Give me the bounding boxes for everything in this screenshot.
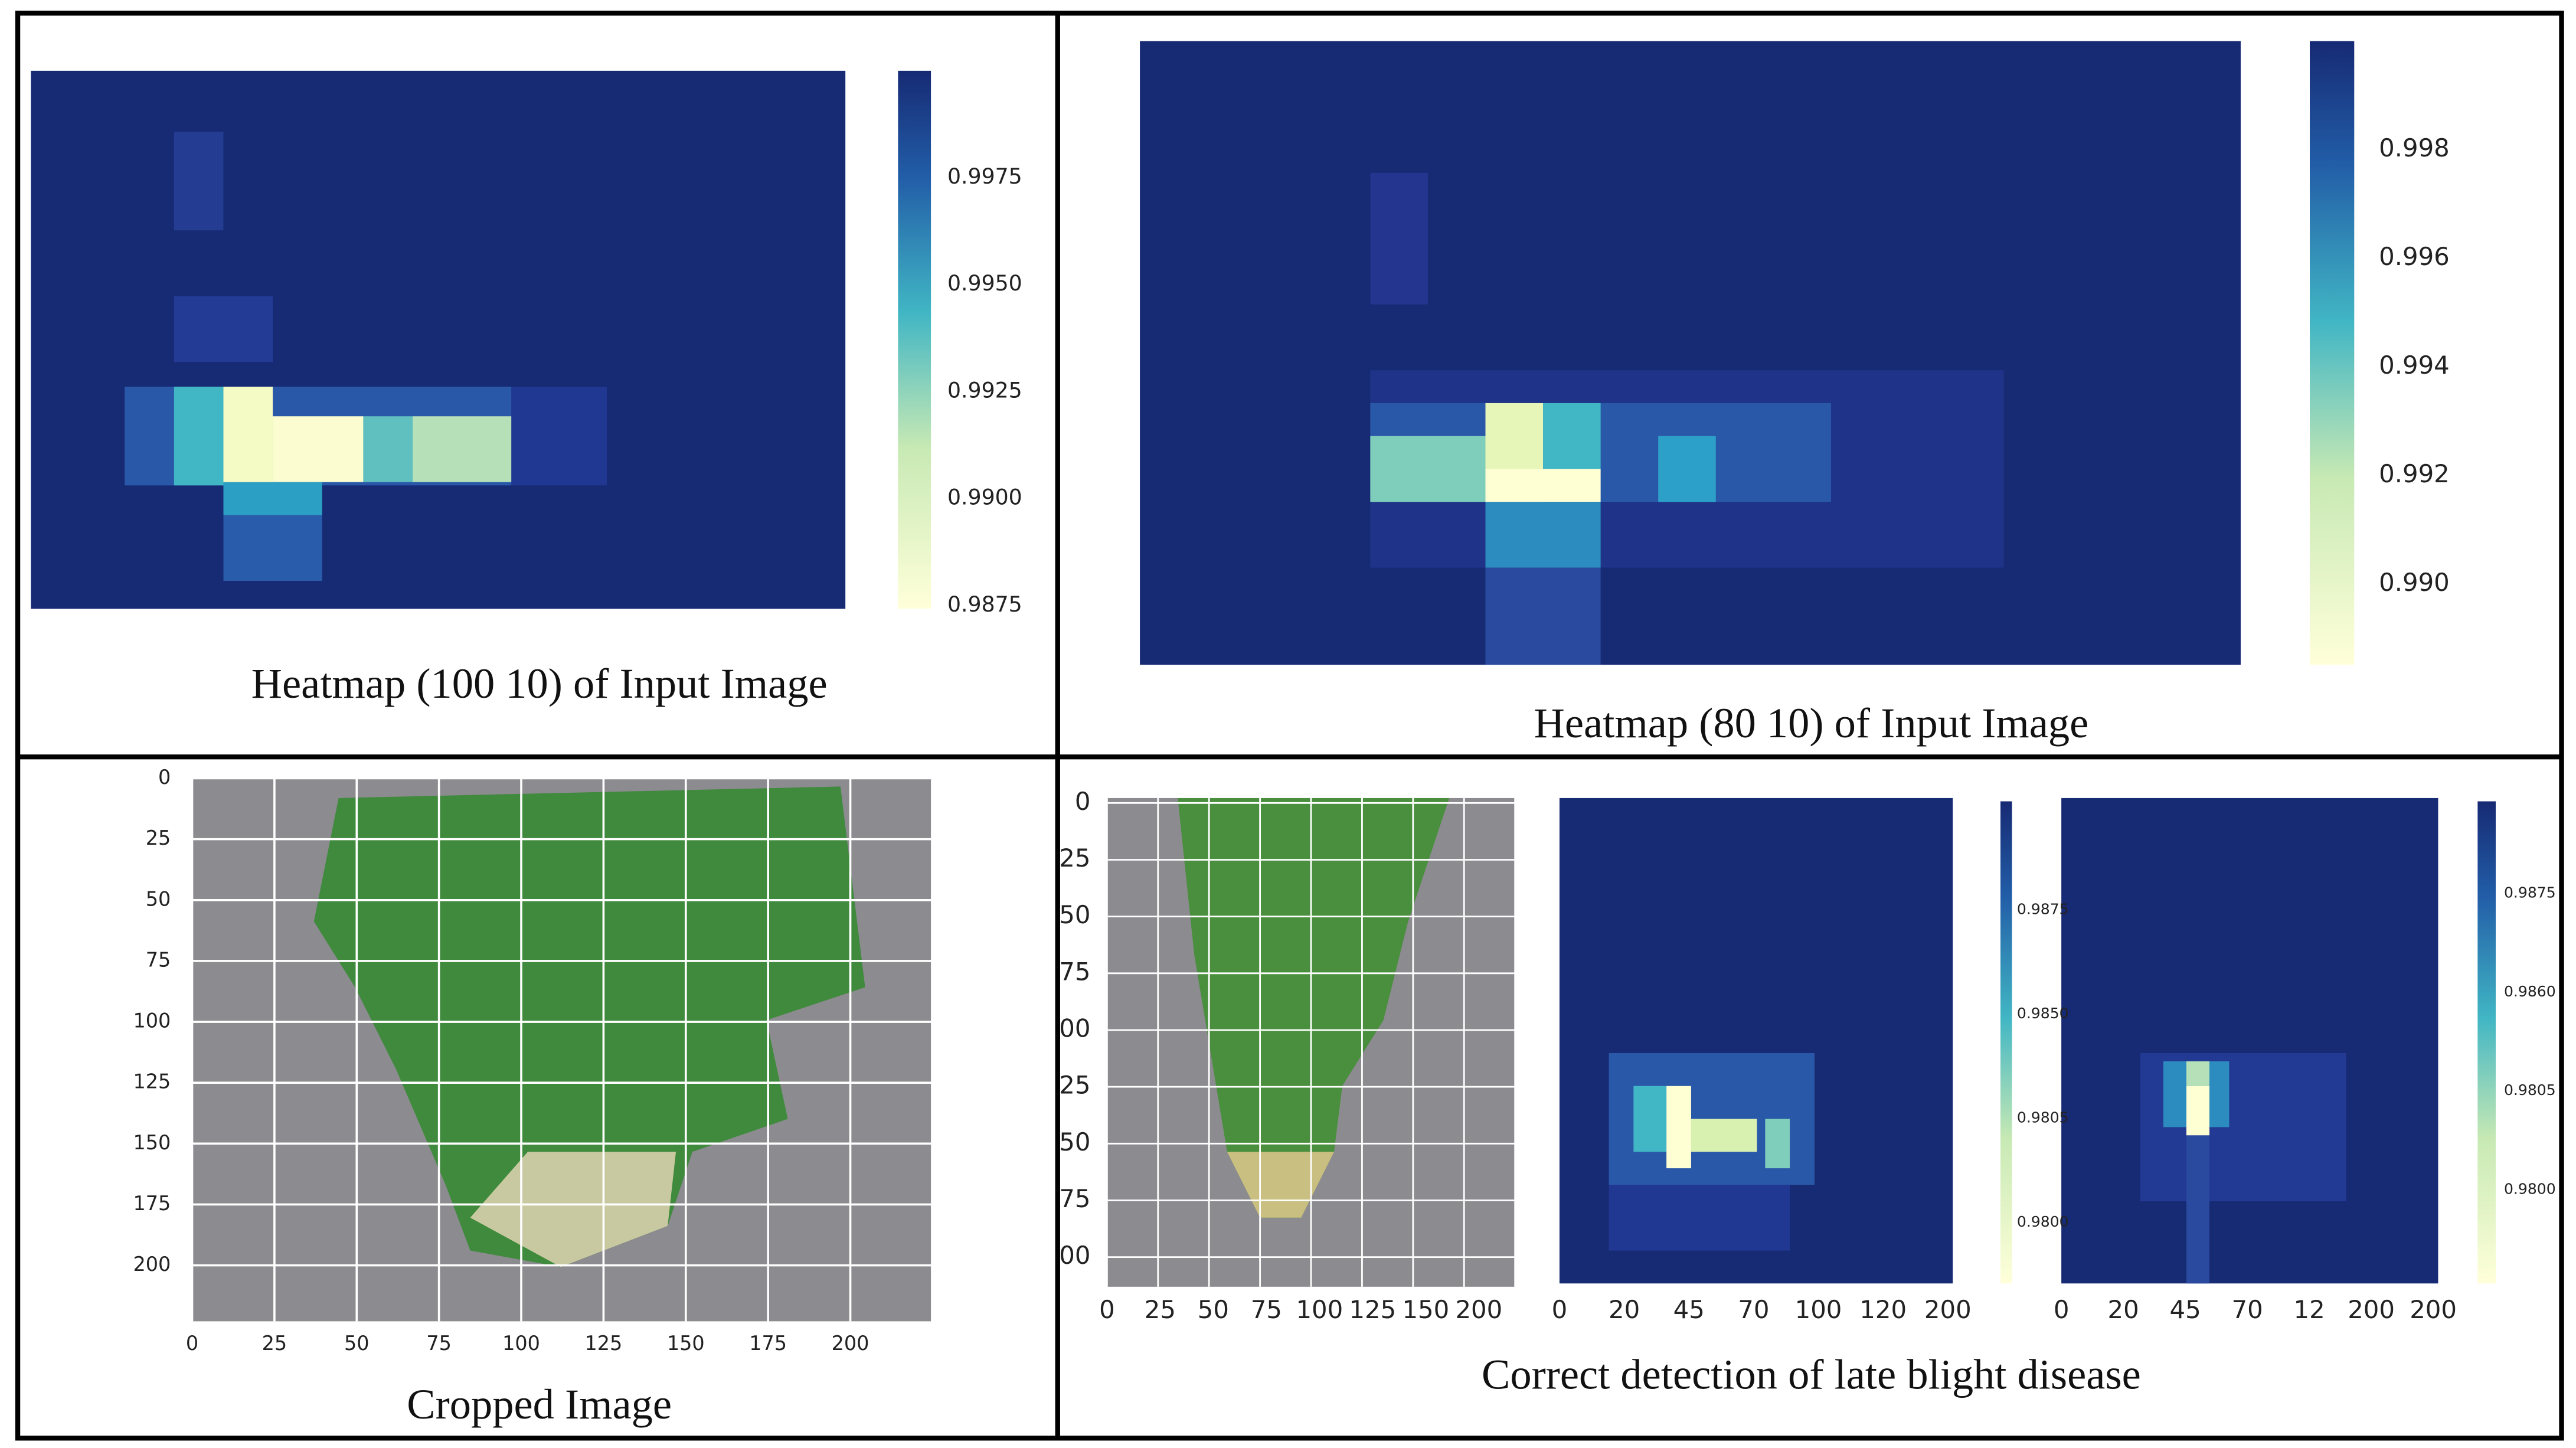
y-tick-label: 50 [1059,1127,1090,1156]
colorbar [2000,801,2012,1284]
x-tick-label: 100 [1795,1295,1842,1324]
colorbar-tick-label: 0.996 [2379,242,2450,271]
y-tick-label: 200 [133,1253,171,1276]
colorbar-tick-label: 0.994 [2379,351,2450,380]
y-tick-label: 50 [146,887,171,910]
colorbar [898,70,931,609]
y-tick-label: 100 [133,1009,171,1032]
colorbar-tick-label: 0.9805 [2017,1109,2069,1126]
y-tick-label: 75 [146,948,171,971]
heatmap [2061,797,2438,1284]
colorbar-tick-label: 0.9800 [2017,1213,2069,1230]
x-tick-label: 125 [584,1332,622,1355]
colorbar [2310,41,2355,665]
x-tick-label: 20 [2108,1295,2139,1324]
x-tick-label: 75 [426,1332,452,1355]
x-tick-label: 25 [1145,1295,1176,1324]
y-tick-label: 00 [1059,1014,1090,1042]
colorbar-tick-label: 0.990 [2379,568,2450,597]
x-tick-label: 200 [2348,1295,2395,1324]
colorbar-tick-label: 0.9875 [947,591,1022,617]
y-tick-label: 150 [133,1131,171,1154]
x-tick-label: 0 [1552,1295,1568,1324]
y-tick-label: 50 [1059,900,1090,929]
x-tick-label: 0 [2054,1295,2070,1324]
x-tick-label: 100 [1296,1295,1343,1324]
x-tick-label: 120 [1859,1295,1907,1324]
colorbar-tick-label: 0.9900 [947,485,1022,510]
y-tick-label: 0 [1075,787,1091,816]
x-tick-label: 45 [1673,1295,1705,1324]
frame [15,11,2564,1441]
colorbar-tick-label: 0.9850 [2017,1005,2069,1022]
y-tick-label: 25 [146,826,171,849]
colorbar-tick-label: 0.9925 [947,377,1022,403]
image-grid [1106,797,1516,1287]
colorbar-tick-label: 0.9805 [2504,1081,2556,1099]
colorbar-tick-label: 0.9875 [2504,884,2556,901]
colorbar-tick-label: 0.9875 [2017,900,2069,917]
heatmap [1140,41,2241,665]
caption: Heatmap (100 10) of Input Image [251,659,828,707]
x-tick-label: 12 [2294,1295,2325,1324]
heatmap [1559,797,1953,1284]
x-tick-label: 100 [502,1332,540,1355]
x-tick-label: 75 [1251,1295,1282,1324]
heatmap [31,70,846,609]
colorbar-tick-label: 0.992 [2379,459,2450,488]
colorbar [2477,801,2496,1284]
y-tick-label: 25 [1059,1071,1090,1100]
x-tick-label: 50 [1198,1295,1229,1324]
x-tick-label: 70 [2232,1295,2263,1324]
colorbar-tick-label: 0.9860 [2504,983,2556,1000]
caption: Heatmap (80 10) of Input Image [1534,699,2089,747]
x-tick-label: 125 [1349,1295,1396,1324]
x-tick-label: 70 [1738,1295,1769,1324]
caption: Correct detection of late blight disease [1482,1351,2141,1398]
image-grid [191,777,931,1322]
x-tick-label: 0 [1099,1295,1115,1324]
y-tick-label: 175 [133,1192,171,1215]
x-tick-label: 0 [186,1332,198,1355]
x-tick-label: 175 [749,1332,787,1355]
colorbar-tick-label: 0.9950 [947,270,1022,296]
x-tick-label: 200 [1924,1295,1972,1324]
caption: Cropped Image [407,1380,672,1428]
y-tick-label: 125 [133,1070,171,1093]
colorbar-tick-label: 0.9975 [947,164,1022,189]
x-tick-label: 200 [2410,1295,2457,1324]
y-tick-label: 0 [158,766,171,789]
x-tick-label: 200 [832,1332,869,1355]
y-tick-label: 75 [1059,957,1090,986]
x-tick-label: 25 [262,1332,287,1355]
leaf-image [192,778,931,1322]
y-tick-label: 00 [1059,1241,1090,1270]
x-tick-label: 150 [1402,1295,1449,1324]
x-tick-label: 200 [1455,1295,1502,1324]
y-tick-label: 25 [1059,844,1090,872]
x-tick-label: 50 [344,1332,370,1355]
x-tick-label: 20 [1609,1295,1640,1324]
colorbar-tick-label: 0.998 [2379,133,2450,162]
x-tick-label: 150 [667,1332,705,1355]
x-tick-label: 45 [2170,1295,2201,1324]
y-tick-label: 75 [1059,1184,1090,1213]
colorbar-tick-label: 0.9800 [2504,1180,2556,1197]
